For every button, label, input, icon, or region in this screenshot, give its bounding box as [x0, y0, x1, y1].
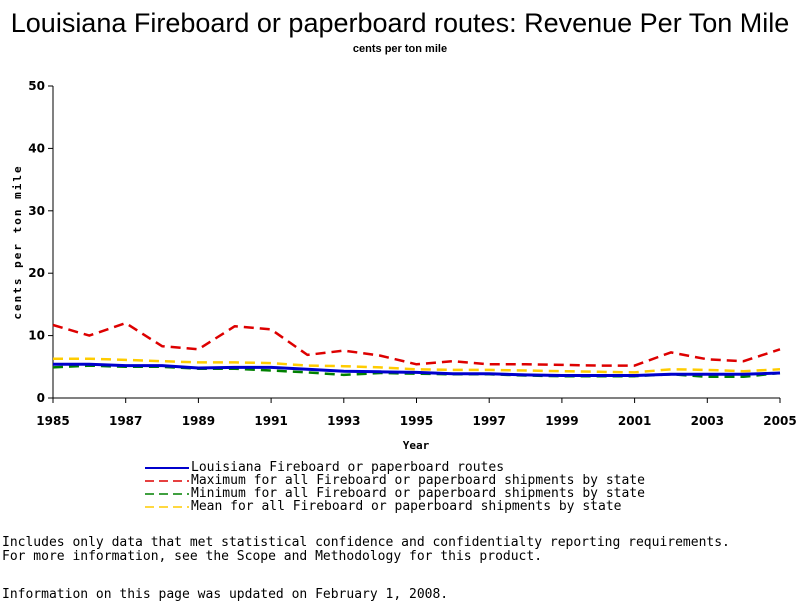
x-tick-label: 1993: [327, 414, 360, 428]
legend-swatch: [145, 464, 189, 472]
legend-swatch: [145, 490, 189, 498]
y-tick-label: 50: [28, 79, 45, 93]
x-tick-label: 1991: [254, 414, 287, 428]
legend-swatch: [145, 503, 189, 511]
footnotes: Includes only data that met statistical …: [2, 536, 730, 564]
x-tick-label: 1987: [109, 414, 142, 428]
y-tick-label: 20: [28, 266, 45, 280]
y-tick-label: 0: [37, 391, 45, 405]
chart-series: [53, 323, 780, 377]
x-tick-label: 1995: [400, 414, 433, 428]
x-tick-label: 2005: [763, 414, 796, 428]
x-tick-label: 1999: [545, 414, 578, 428]
y-axis-title: cents per ton mile: [11, 164, 24, 319]
x-tick-label: 2003: [691, 414, 724, 428]
x-axis-title: Year: [403, 439, 430, 452]
line-chart: 0 10 20 30 40 50 1985 1987 1989 1991 1993 1995 1997 1…: [0, 0, 800, 460]
x-tick-label: 1989: [182, 414, 215, 428]
legend-swatch: [145, 477, 189, 485]
legend-label: Mean for all Fireboard or paperboard shi…: [191, 500, 621, 513]
x-tick-label: 2001: [618, 414, 651, 428]
legend-item: Mean for all Fireboard or paperboard shi…: [145, 500, 645, 513]
x-tick-label: 1985: [36, 414, 69, 428]
series-line-1: [53, 323, 780, 366]
chart-legend: Louisiana Fireboard or paperboard routes…: [145, 461, 645, 513]
series-line-0: [53, 364, 780, 375]
y-tick-label: 30: [28, 204, 45, 218]
x-tick-label: 1997: [472, 414, 505, 428]
footnote-confidence: Includes only data that met statistical …: [2, 535, 730, 550]
y-tick-label: 10: [28, 329, 45, 343]
y-tick-label: 40: [28, 141, 45, 155]
footnote-methodology: For more information, see the Scope and …: [2, 549, 542, 564]
